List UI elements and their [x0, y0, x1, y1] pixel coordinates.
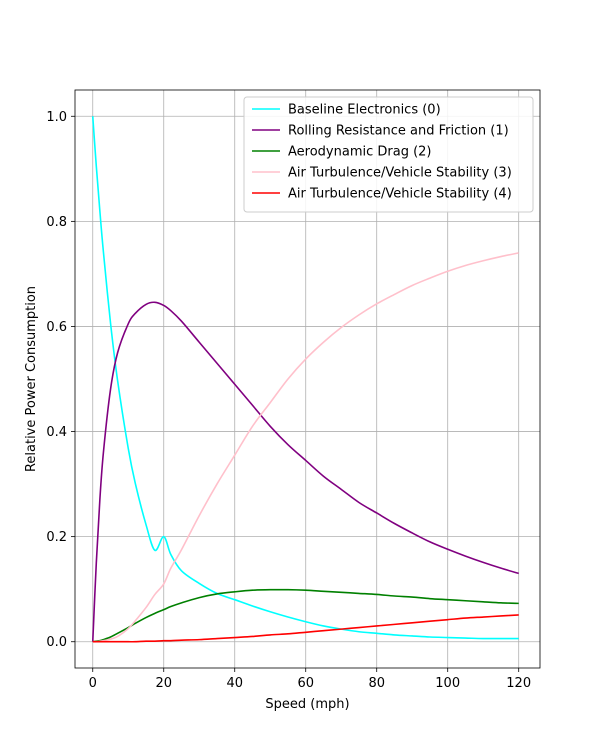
- x-tick-label: 80: [368, 676, 385, 691]
- series-line-0: [91, 116, 519, 640]
- y-tick-label: 0.0: [46, 635, 67, 650]
- x-tick-label: 120: [506, 676, 531, 691]
- legend-box: [243, 96, 534, 213]
- legend-label: Baseline Electronics (0): [288, 103, 441, 118]
- y-tick-label: 0.6: [46, 320, 67, 335]
- x-tick-label: 20: [155, 676, 172, 691]
- series-line-3: [92, 252, 519, 643]
- series-line-1: [91, 301, 519, 642]
- y-tick-label: 1.0: [46, 110, 67, 125]
- x-axis-ticks: 0 20 40 60 80 100 120: [89, 668, 531, 691]
- series-line-4: [92, 614, 519, 643]
- y-tick-label: 0.4: [46, 425, 67, 440]
- legend-label: Aerodynamic Drag (2): [288, 145, 432, 160]
- x-axis-label: Speed (mph): [265, 697, 349, 712]
- legend: Baseline Electronics (0) Rolling Resistan…: [243, 96, 534, 213]
- series-line-2: [92, 588, 519, 643]
- y-axis-ticks: 0.0 0.2 0.4 0.6 0.8 1.0: [46, 110, 75, 650]
- axes-frame: [74, 89, 541, 669]
- y-tick-label: 0.2: [46, 530, 67, 545]
- series-lines: [91, 116, 519, 643]
- y-axis-label: Relative Power Consumption: [24, 286, 39, 472]
- legend-label: Air Turbulence/Vehicle Stability (4): [288, 187, 512, 202]
- x-tick-label: 40: [226, 676, 243, 691]
- x-tick-label: 0: [89, 676, 97, 691]
- y-tick-label: 0.8: [46, 215, 67, 230]
- legend-label: Rolling Resistance and Friction (1): [288, 124, 509, 139]
- x-tick-label: 100: [435, 676, 460, 691]
- x-tick-label: 60: [297, 676, 314, 691]
- legend-label: Air Turbulence/Vehicle Stability (3): [288, 166, 512, 181]
